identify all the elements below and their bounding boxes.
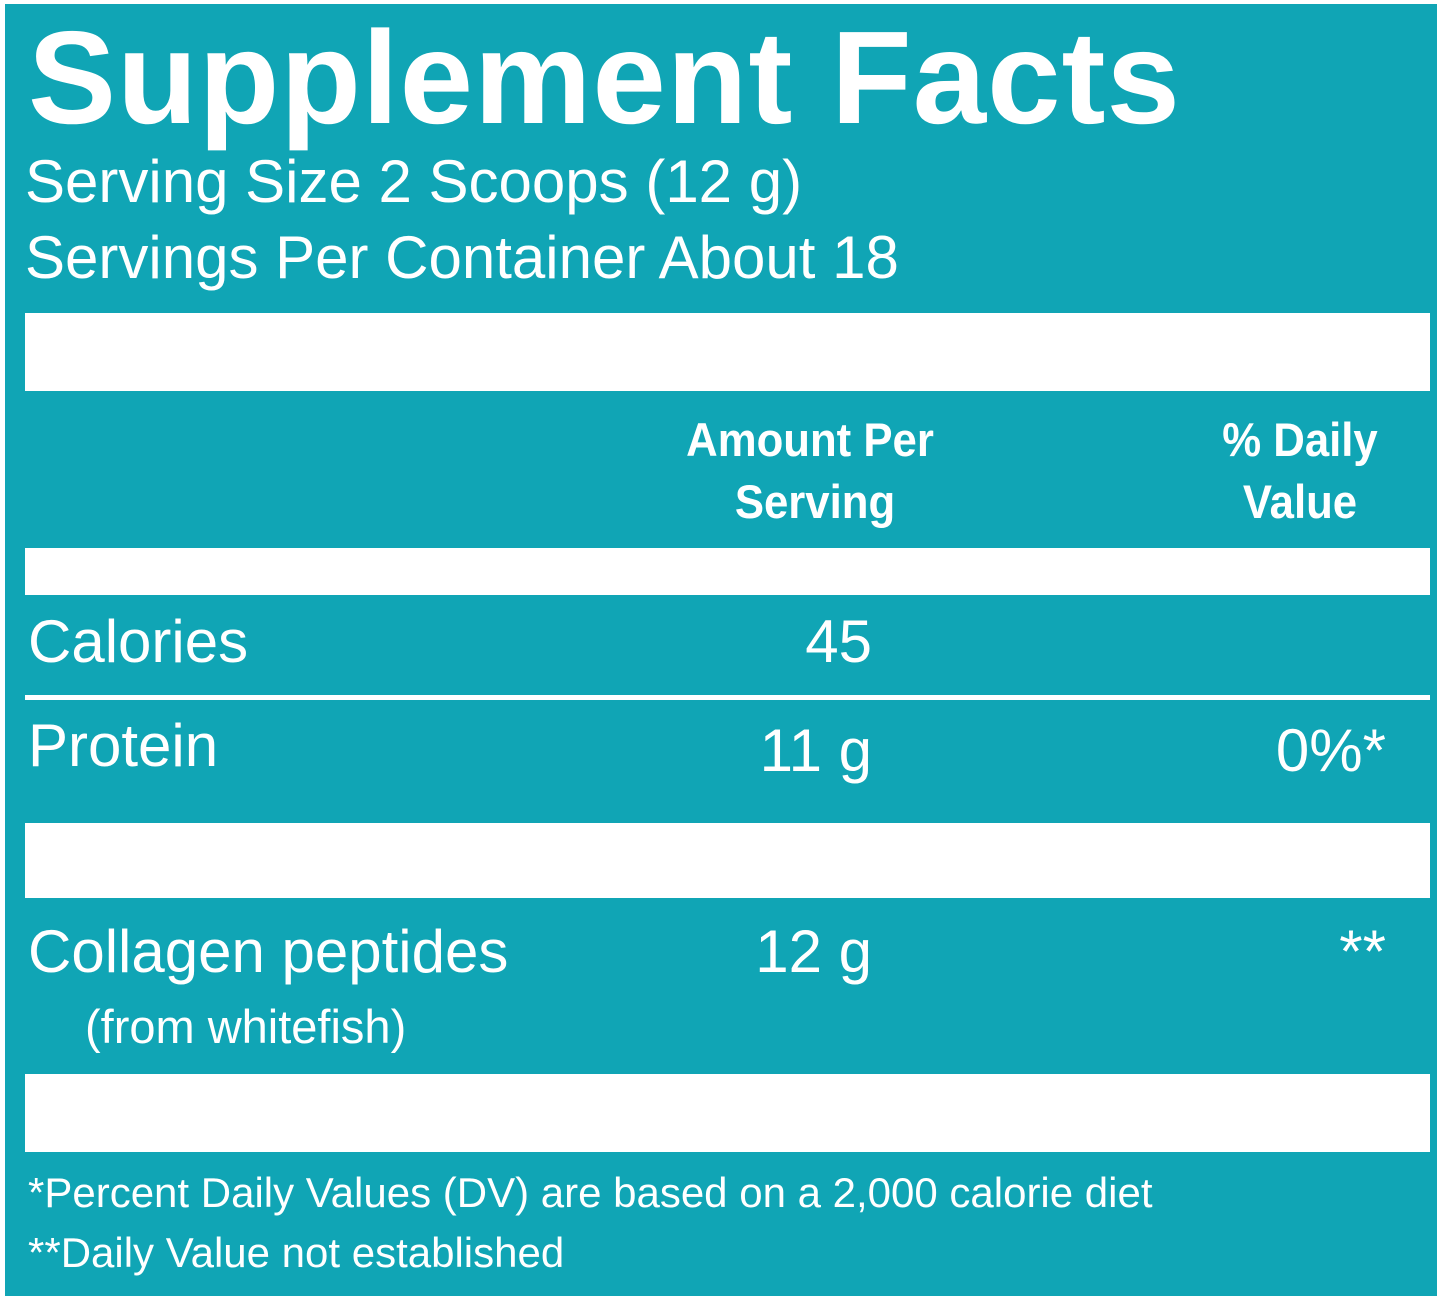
label-title: Supplement Facts <box>28 4 1181 151</box>
amount-per-serving-header-line2: Serving <box>734 475 896 528</box>
nutrient-name-protein: Protein <box>28 712 219 779</box>
footnote-dv-basis: *Percent Daily Values (DV) are based on … <box>28 1169 1153 1216</box>
footnote-dv-not-established: **Daily Value not established <box>28 1229 565 1276</box>
divider-bar <box>25 313 1430 391</box>
nutrient-amount-calories: 45 <box>805 608 872 675</box>
nutrient-dv-collagen: ** <box>1339 918 1386 985</box>
nutrient-source-collagen: (from whitefish) <box>85 1000 407 1053</box>
amount-per-serving-header-line1: Amount Per <box>686 413 934 466</box>
divider-line <box>25 695 1430 700</box>
nutrient-name-collagen: Collagen peptides <box>28 918 509 985</box>
servings-per-container: Servings Per Container About 18 <box>25 224 899 291</box>
nutrient-amount-protein: 11 g <box>759 717 872 784</box>
divider-bar <box>25 1074 1430 1152</box>
divider-bar <box>25 548 1430 595</box>
daily-value-header-line2: Value <box>1242 475 1358 528</box>
serving-size: Serving Size 2 Scoops (12 g) <box>25 148 803 215</box>
nutrient-name-calories: Calories <box>28 608 249 675</box>
divider-bar <box>25 823 1430 898</box>
nutrient-amount-collagen: 12 g <box>755 918 872 985</box>
daily-value-header-line1: % Daily <box>1222 413 1378 466</box>
nutrient-dv-protein: 0%* <box>1275 717 1386 784</box>
